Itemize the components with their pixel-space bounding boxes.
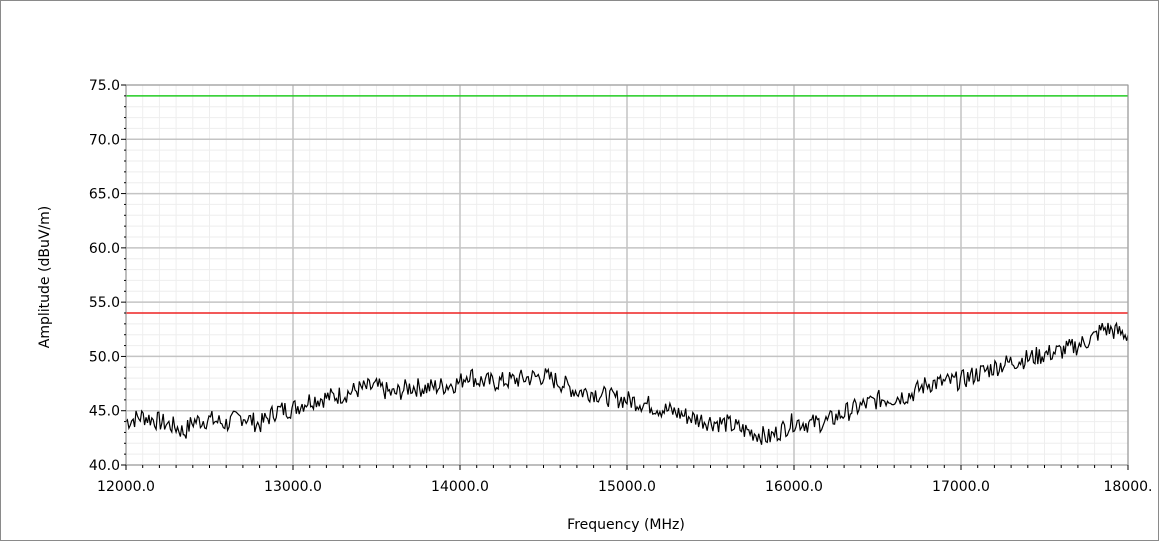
- axis-layer: 40.0 45.0 50.0 55.0 60.0 65.0 70.0 75.0 12000.0 1…: [89, 78, 1153, 495]
- y-tick-label: 45.0: [89, 404, 120, 420]
- x-tick-label: 18000.: [1104, 479, 1153, 495]
- y-tick-label: 55.0: [89, 295, 120, 311]
- series-line: [125, 321, 1129, 445]
- y-tick-label: 75.0: [89, 78, 120, 94]
- series-layer: [125, 321, 1129, 445]
- x-tick-label: 17000.0: [932, 479, 990, 495]
- x-tick-label: 13000.0: [264, 479, 322, 495]
- x-axis-title: Frequency (MHz): [567, 517, 685, 533]
- x-tick-label: 16000.0: [765, 479, 823, 495]
- y-tick-label: 70.0: [89, 132, 120, 148]
- y-tick-label: 40.0: [89, 458, 120, 474]
- x-tick-label: 12000.0: [97, 479, 155, 495]
- grid-layer: [125, 84, 1129, 466]
- y-tick-label: 60.0: [89, 241, 120, 257]
- y-tick-label: 50.0: [89, 349, 120, 365]
- x-tick-label: 15000.0: [598, 479, 656, 495]
- x-tick-label: 14000.0: [431, 479, 489, 495]
- y-axis-title: Amplitude (dBuV/m): [37, 206, 53, 348]
- limit-lines: [126, 95, 1128, 314]
- y-tick-label: 65.0: [89, 187, 120, 203]
